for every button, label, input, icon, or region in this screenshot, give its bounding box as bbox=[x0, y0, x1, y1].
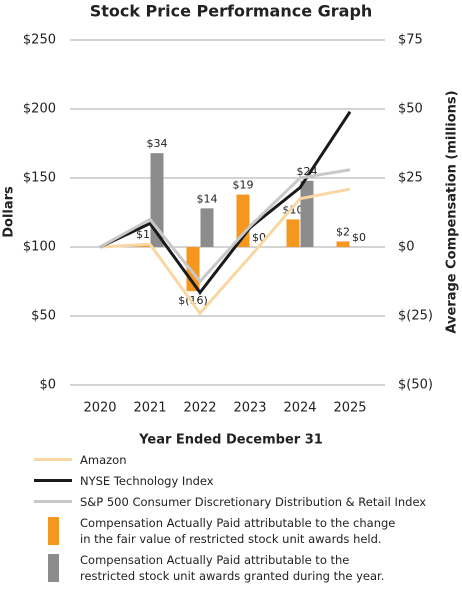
legend-label: Amazon bbox=[80, 453, 127, 467]
y-tick-label: $0 bbox=[39, 378, 56, 393]
y-tick-label: $100 bbox=[23, 240, 56, 255]
value-label: $1 bbox=[136, 228, 150, 241]
x-tick-label: 2022 bbox=[183, 401, 216, 416]
y2-tick-label: $50 bbox=[398, 102, 423, 117]
legend-item: S&P 500 Consumer Discretionary Distribut… bbox=[0, 494, 462, 510]
bar bbox=[336, 241, 350, 247]
y2-tick-label: $25 bbox=[398, 171, 423, 186]
y2-axis-title: Average Compensation (millions) bbox=[445, 90, 460, 333]
y-tick-label: $200 bbox=[23, 102, 56, 117]
x-tick-label: 2023 bbox=[233, 401, 266, 416]
legend-swatch bbox=[34, 500, 72, 503]
legend-swatch bbox=[48, 517, 59, 545]
legend-swatch bbox=[34, 479, 72, 482]
bar bbox=[200, 208, 214, 247]
value-label: $0 bbox=[352, 231, 366, 244]
bar bbox=[286, 219, 300, 247]
x-tick-label: 2020 bbox=[83, 401, 116, 416]
y2-tick-label: $(50) bbox=[398, 378, 433, 393]
legend-label: S&P 500 Consumer Discretionary Distribut… bbox=[80, 495, 427, 509]
y2-tick-label: $(25) bbox=[398, 309, 433, 324]
legend-item: NYSE Technology Index bbox=[0, 473, 462, 489]
legend-label: NYSE Technology Index bbox=[80, 474, 214, 488]
bar bbox=[300, 180, 314, 247]
x-axis-title: Year Ended December 31 bbox=[138, 433, 323, 448]
y-tick-label: $250 bbox=[23, 33, 56, 48]
value-label: $14 bbox=[197, 192, 218, 205]
y2-tick-label: $75 bbox=[398, 33, 423, 48]
legend: Amazon NYSE Technology Index S&P 500 Consu… bbox=[0, 452, 462, 589]
x-tick-label: 2025 bbox=[333, 401, 366, 416]
legend-swatch bbox=[48, 554, 59, 582]
chart-title: Stock Price Performance Graph bbox=[90, 2, 373, 21]
value-label: $19 bbox=[233, 179, 254, 192]
line bbox=[99, 187, 351, 316]
x-tick-label: 2021 bbox=[133, 401, 166, 416]
legend-item: Amazon bbox=[0, 452, 462, 468]
y-tick-label: $150 bbox=[23, 171, 56, 186]
line bbox=[99, 168, 351, 284]
legend-label: Compensation Actually Paid attributable … bbox=[80, 553, 385, 583]
y-axis-title: Dollars bbox=[2, 186, 17, 238]
legend-item: Compensation Actually Paid attributable … bbox=[0, 515, 462, 547]
x-tick-label: 2024 bbox=[283, 401, 316, 416]
legend-swatch bbox=[34, 458, 72, 461]
y-tick-label: $50 bbox=[31, 309, 56, 324]
value-label: $2 bbox=[336, 225, 350, 238]
value-label: $34 bbox=[147, 137, 168, 150]
y2-tick-label: $0 bbox=[398, 240, 415, 255]
line bbox=[99, 110, 352, 296]
chart: Stock Price Performance Graph Year Ended… bbox=[2, 2, 460, 448]
legend-item: Compensation Actually Paid attributable … bbox=[0, 552, 462, 584]
legend-label: Compensation Actually Paid attributable … bbox=[80, 516, 396, 546]
value-label: $(16) bbox=[178, 294, 208, 307]
